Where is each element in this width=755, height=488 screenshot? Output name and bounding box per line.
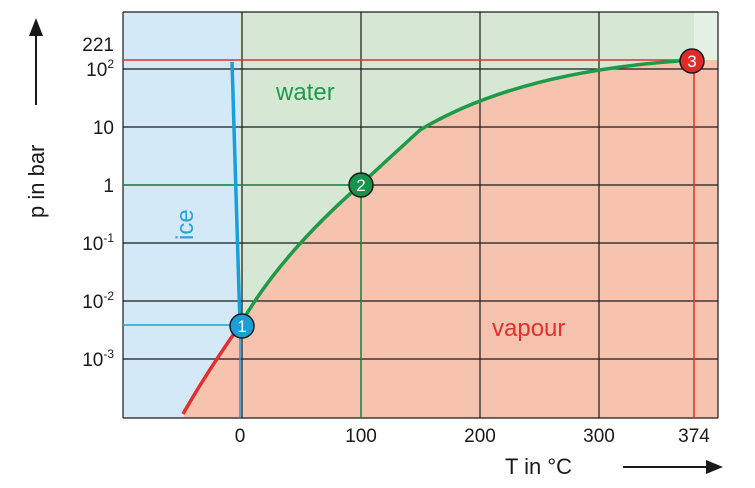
critical-point-marker: 3: [679, 48, 705, 74]
svg-text:1: 1: [237, 317, 246, 336]
x-tick-label: 100: [345, 426, 377, 447]
ice-region: [123, 12, 240, 418]
triple-point-marker: 1: [229, 313, 255, 339]
x-axis-arrow: [623, 460, 723, 474]
reference-lines: [123, 59, 695, 418]
boiling-point-marker: 2: [348, 172, 374, 198]
y-tick-label: 1: [103, 176, 114, 197]
sublimation-curve: [181, 323, 242, 415]
y-tick-label: 10-1: [82, 231, 114, 255]
x-tick-labels: 0 100 200 300 374: [235, 426, 711, 447]
y-tick-labels: 221 102 10 1 10-1 10-2 10-3: [82, 35, 114, 371]
ice-label: ice: [172, 209, 199, 240]
x-tick-label: 374: [678, 426, 710, 447]
vapour-label: vapour: [492, 315, 565, 342]
svg-text:3: 3: [687, 52, 696, 71]
x-tick-label: 0: [235, 426, 246, 447]
svg-text:2: 2: [356, 176, 365, 195]
y-tick-label: 221: [82, 35, 114, 56]
above-critical-band: [240, 12, 718, 60]
vaporization-curve: [238, 58, 695, 326]
y-tick-label: 102: [86, 57, 114, 81]
x-tick-label: 200: [464, 426, 496, 447]
x-axis-title: T in °C: [505, 454, 572, 479]
y-axis-title: p in bar: [24, 145, 49, 218]
water-region: [240, 12, 694, 325]
y-axis-arrow: [29, 18, 43, 105]
y-tick-label: 10-2: [82, 289, 114, 313]
x-tick-label: 300: [583, 426, 615, 447]
y-tick-label: 10-3: [82, 347, 114, 371]
y-tick-label: 10: [93, 118, 114, 139]
water-label: water: [275, 79, 335, 106]
melting-curve: [230, 61, 242, 326]
